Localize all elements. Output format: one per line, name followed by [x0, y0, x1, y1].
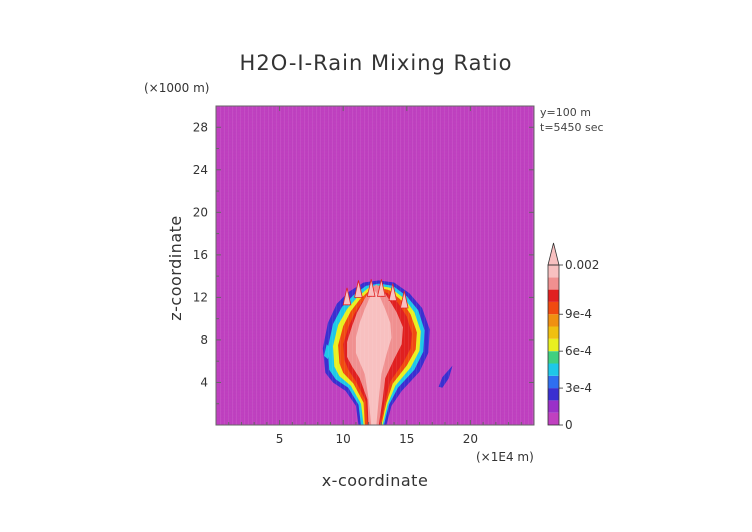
x-tick-label: 15 [399, 432, 414, 446]
colorbar-tick-label: 0 [565, 418, 573, 432]
colorbar-swatch [548, 351, 559, 364]
colorbar-swatch [548, 277, 559, 290]
y-tick-label: 24 [193, 163, 208, 177]
x-tick-label: 10 [336, 432, 351, 446]
colorbar-swatch [548, 363, 559, 376]
y-tick-label: 12 [193, 290, 208, 304]
y-tick-label: 20 [193, 205, 208, 219]
colorbar-swatch [548, 326, 559, 339]
colorbar-swatch [548, 412, 559, 425]
colorbar-swatch [548, 265, 559, 278]
y-tick-label: 16 [193, 248, 208, 262]
colorbar-frame [547, 264, 560, 426]
x-axis-ticks: 5 10 15 20 [228, 106, 522, 446]
x-tick-label: 20 [463, 432, 478, 446]
colorbar-tick-label: 3e-4 [565, 381, 592, 395]
field-overlay [216, 106, 534, 425]
colorbar-swatch [548, 301, 559, 315]
y-tick-label: 8 [200, 333, 208, 347]
colorbar-swatch [548, 375, 559, 389]
info-t: t=5450 sec [540, 121, 604, 134]
y-axis-ticks: 4 8 12 16 20 24 28 [193, 120, 534, 405]
y-axis-label: z-coordinate [166, 215, 185, 321]
colorbar-tick-label: 9e-4 [565, 307, 592, 321]
colorbar-swatch [548, 400, 559, 413]
colorbar-tick-label: 0.002 [565, 258, 599, 272]
y-unit-label: (×1000 m) [144, 81, 209, 95]
colorbar-swatch [548, 314, 559, 327]
y-tick-label: 28 [193, 120, 208, 134]
x-unit-label: (×1E4 m) [476, 450, 534, 464]
colorbar-swatch [548, 338, 559, 352]
y-tick-label: 4 [200, 375, 208, 389]
x-tick-label: 5 [276, 432, 284, 446]
colorbar: 0 3e-4 6e-4 9e-4 0.002 [547, 242, 599, 432]
chart-title: H2O-I-Rain Mixing Ratio [240, 51, 513, 75]
colorbar-arrow [547, 242, 560, 266]
colorbar-tick-label: 6e-4 [565, 344, 592, 358]
colorbar-swatch [548, 289, 559, 302]
plot-area [216, 106, 534, 425]
colorbar-swatch [548, 388, 559, 401]
plot-frame [215, 105, 535, 426]
info-y: y=100 m [540, 106, 591, 119]
x-axis-label: x-coordinate [322, 471, 429, 490]
